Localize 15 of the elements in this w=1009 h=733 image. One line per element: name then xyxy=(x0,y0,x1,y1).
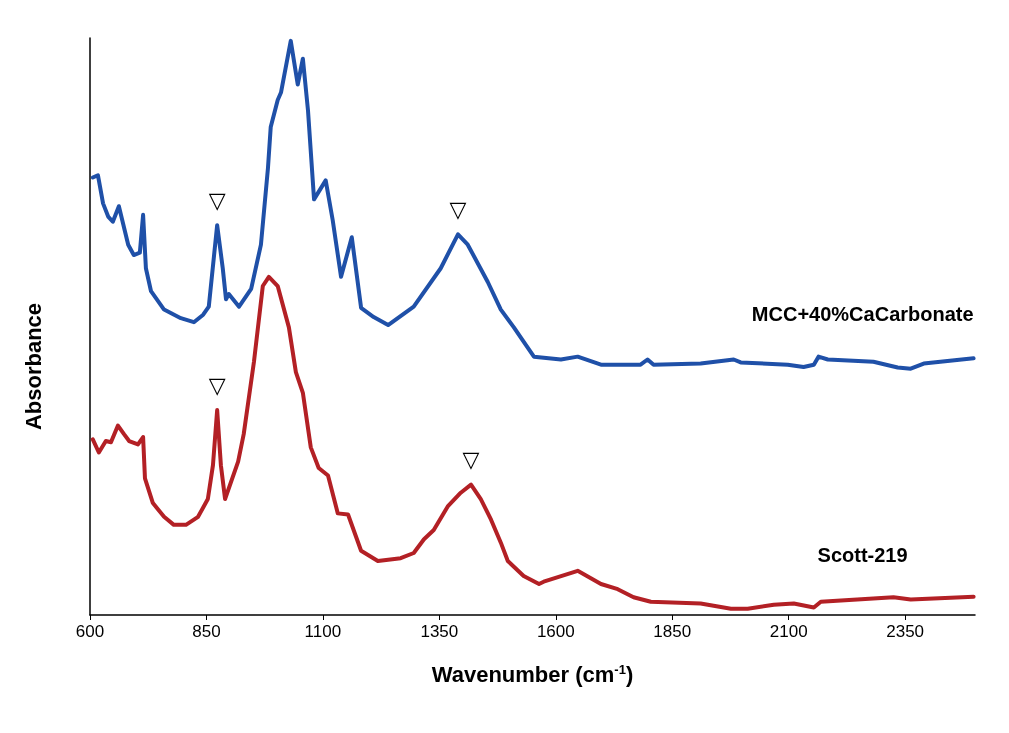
annotation: ▽ xyxy=(208,187,226,213)
x-tick-label: 1100 xyxy=(304,622,342,641)
x-tick-label: 1850 xyxy=(653,622,692,641)
series-label: Scott-219 xyxy=(817,543,908,566)
x-tick-label: 2100 xyxy=(769,622,808,641)
annotation: ▽ xyxy=(208,372,226,398)
series-label: MCC+40%CaCarbonate xyxy=(751,303,974,326)
x-tick-label: 850 xyxy=(192,622,221,641)
x-tick-label: 600 xyxy=(75,622,105,641)
y-axis-title: Absorbance xyxy=(20,302,46,431)
x-tick-label: 2350 xyxy=(886,622,925,641)
annotation: ▽ xyxy=(449,196,467,222)
annotation: ▽ xyxy=(462,447,480,473)
x-tick-label: 1600 xyxy=(536,622,575,641)
x-tick-label: 1350 xyxy=(420,622,459,641)
